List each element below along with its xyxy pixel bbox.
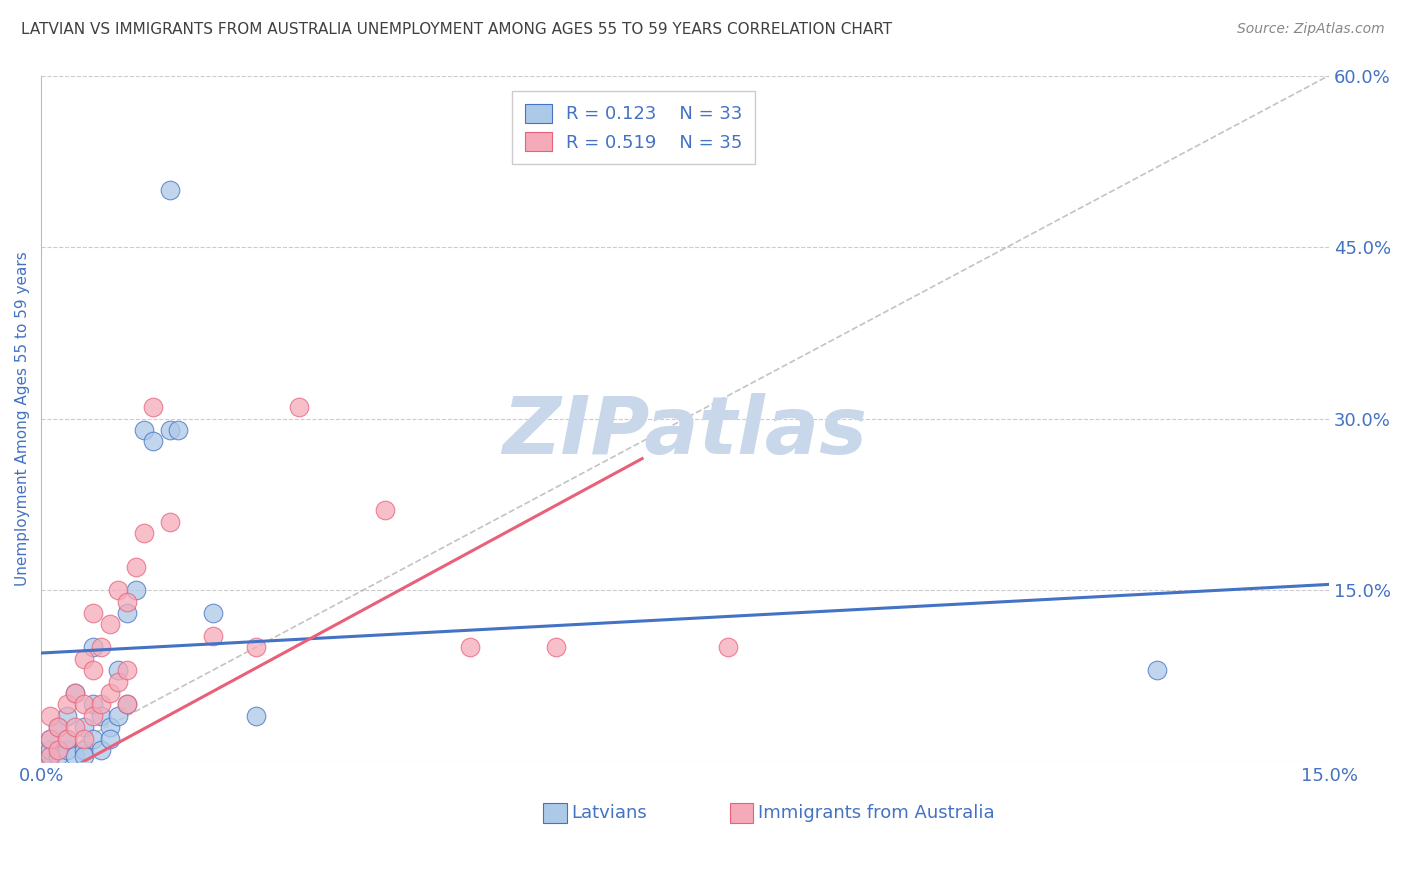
- Point: [38, 743, 60, 757]
- Point: [90, 698, 112, 712]
- Point: [90, 640, 112, 655]
- Y-axis label: Unemployment Among Ages 55 to 59 years: Unemployment Among Ages 55 to 59 years: [15, 252, 30, 586]
- Point: [107, 583, 129, 598]
- Point: [134, 423, 156, 437]
- Point: [46, 720, 69, 734]
- Point: [98, 617, 121, 632]
- Point: [717, 640, 740, 655]
- Point: [38, 731, 60, 746]
- Point: [46, 743, 69, 757]
- Point: [82, 709, 104, 723]
- Point: [107, 663, 129, 677]
- Point: [115, 594, 138, 608]
- Point: [73, 720, 96, 734]
- Point: [65, 686, 87, 700]
- Point: [56, 731, 79, 746]
- Point: [142, 434, 165, 449]
- FancyBboxPatch shape: [543, 803, 567, 823]
- Point: [98, 720, 121, 734]
- Point: [56, 698, 79, 712]
- Point: [115, 663, 138, 677]
- Point: [38, 748, 60, 763]
- Text: Latvians: Latvians: [572, 804, 648, 822]
- Point: [287, 400, 309, 414]
- Point: [124, 583, 146, 598]
- Point: [546, 640, 568, 655]
- Point: [38, 748, 60, 763]
- Point: [73, 652, 96, 666]
- Point: [73, 731, 96, 746]
- Point: [65, 720, 87, 734]
- Point: [90, 743, 112, 757]
- Point: [56, 731, 79, 746]
- Point: [159, 183, 181, 197]
- Point: [65, 748, 87, 763]
- Point: [159, 423, 181, 437]
- Point: [374, 503, 396, 517]
- Point: [82, 731, 104, 746]
- Text: LATVIAN VS IMMIGRANTS FROM AUSTRALIA UNEMPLOYMENT AMONG AGES 55 TO 59 YEARS CORR: LATVIAN VS IMMIGRANTS FROM AUSTRALIA UNE…: [21, 22, 893, 37]
- Point: [134, 525, 156, 540]
- Point: [201, 629, 224, 643]
- Point: [82, 698, 104, 712]
- Point: [56, 743, 79, 757]
- Point: [98, 731, 121, 746]
- Point: [107, 674, 129, 689]
- Point: [46, 748, 69, 763]
- Point: [201, 606, 224, 620]
- Point: [115, 698, 138, 712]
- Legend: R = 0.123    N = 33, R = 0.519    N = 35: R = 0.123 N = 33, R = 0.519 N = 35: [512, 91, 755, 164]
- Point: [82, 606, 104, 620]
- Point: [38, 709, 60, 723]
- Text: Immigrants from Australia: Immigrants from Australia: [758, 804, 995, 822]
- Point: [82, 663, 104, 677]
- Point: [1146, 663, 1168, 677]
- Point: [73, 743, 96, 757]
- Point: [159, 515, 181, 529]
- Point: [245, 640, 267, 655]
- Point: [82, 640, 104, 655]
- Point: [46, 720, 69, 734]
- Point: [115, 606, 138, 620]
- Point: [460, 640, 482, 655]
- Point: [73, 698, 96, 712]
- FancyBboxPatch shape: [730, 803, 754, 823]
- Point: [142, 400, 165, 414]
- Point: [38, 731, 60, 746]
- Point: [115, 698, 138, 712]
- Text: Source: ZipAtlas.com: Source: ZipAtlas.com: [1237, 22, 1385, 37]
- Point: [167, 423, 190, 437]
- Point: [73, 748, 96, 763]
- Point: [124, 560, 146, 574]
- Point: [56, 709, 79, 723]
- Point: [107, 709, 129, 723]
- Point: [90, 709, 112, 723]
- Point: [98, 686, 121, 700]
- Text: ZIPatlas: ZIPatlas: [502, 393, 868, 471]
- Point: [65, 686, 87, 700]
- Point: [245, 709, 267, 723]
